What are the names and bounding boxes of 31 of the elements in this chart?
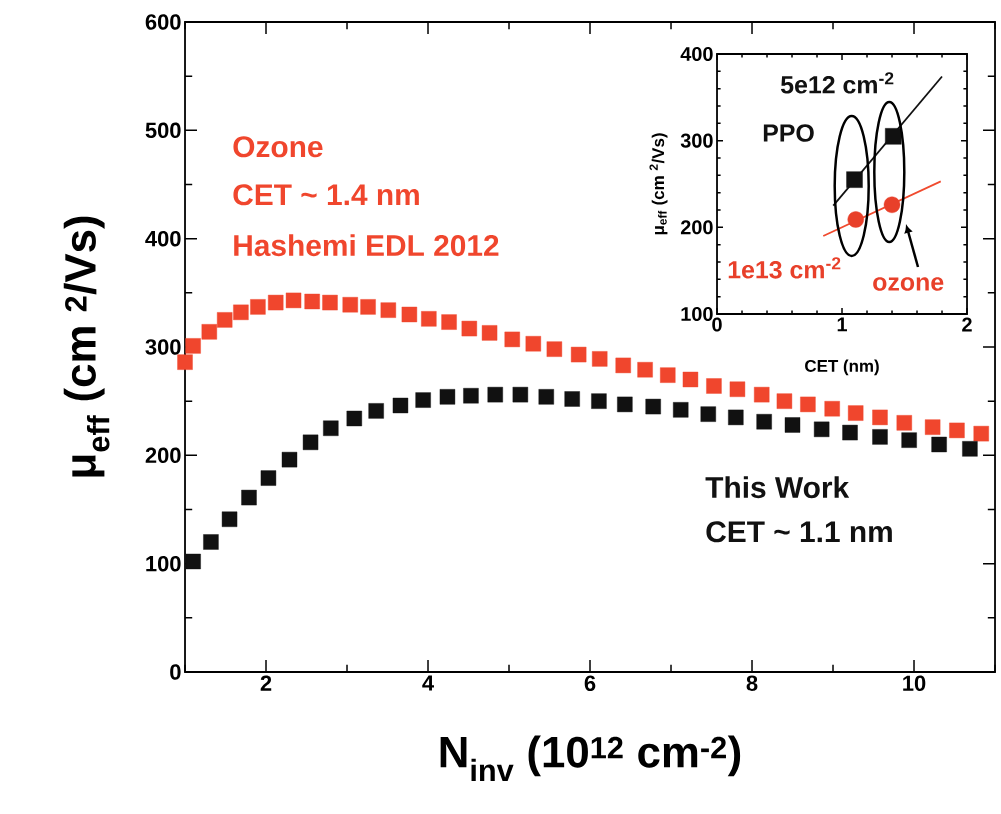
y-axis-title: μ$_{eff}$ (cm $^{2}$/Vs) — [649, 133, 668, 235]
x-tick-label: 10 — [903, 675, 926, 692]
annotation: 5e12 cm$^{-2}$ — [780, 72, 894, 94]
y-tick-label: 300 — [680, 133, 713, 148]
x-tick-label: 6 — [584, 675, 596, 692]
series-label: PPO — [763, 124, 814, 142]
annotation: CET ~ 1.4 nm — [233, 184, 419, 206]
y-tick-label: 300 — [145, 339, 181, 355]
y-tick-label: 600 — [145, 14, 181, 30]
y-tick-label: 400 — [680, 46, 713, 62]
y-tick-label: 400 — [145, 230, 181, 247]
x-tick-label: 4 — [422, 675, 434, 691]
y-tick-label: 200 — [145, 447, 181, 464]
y-tick-label: 100 — [681, 306, 713, 322]
series-label: This Work — [705, 476, 850, 499]
x-axis-title: N$_{inv}$ (10$^{12}$ cm$^{-2}$) — [440, 735, 741, 781]
y-tick-label: 500 — [145, 122, 181, 139]
annotation: CET ~ 1.1 nm — [706, 521, 892, 543]
annotation: 1e13 cm$^{-2}$ — [728, 257, 841, 279]
y-tick-label: 0 — [170, 664, 181, 680]
y-tick-label: 100 — [146, 555, 181, 572]
text: ozone — [873, 277, 944, 291]
annotation: Hashemi EDL 2012 — [234, 234, 499, 257]
x-axis-title: CET (nm) — [805, 359, 879, 376]
y-axis-title: μ$_{eff}$ (cm $^{2}$/Vs) — [63, 216, 110, 477]
x-tick-label: 8 — [746, 675, 758, 692]
x-tick-label: 1 — [837, 317, 847, 332]
text: Ozone — [233, 136, 323, 158]
y-tick-label: 200 — [680, 220, 713, 235]
x-tick-label: 2 — [260, 675, 272, 691]
x-tick-label: 2 — [962, 317, 972, 332]
